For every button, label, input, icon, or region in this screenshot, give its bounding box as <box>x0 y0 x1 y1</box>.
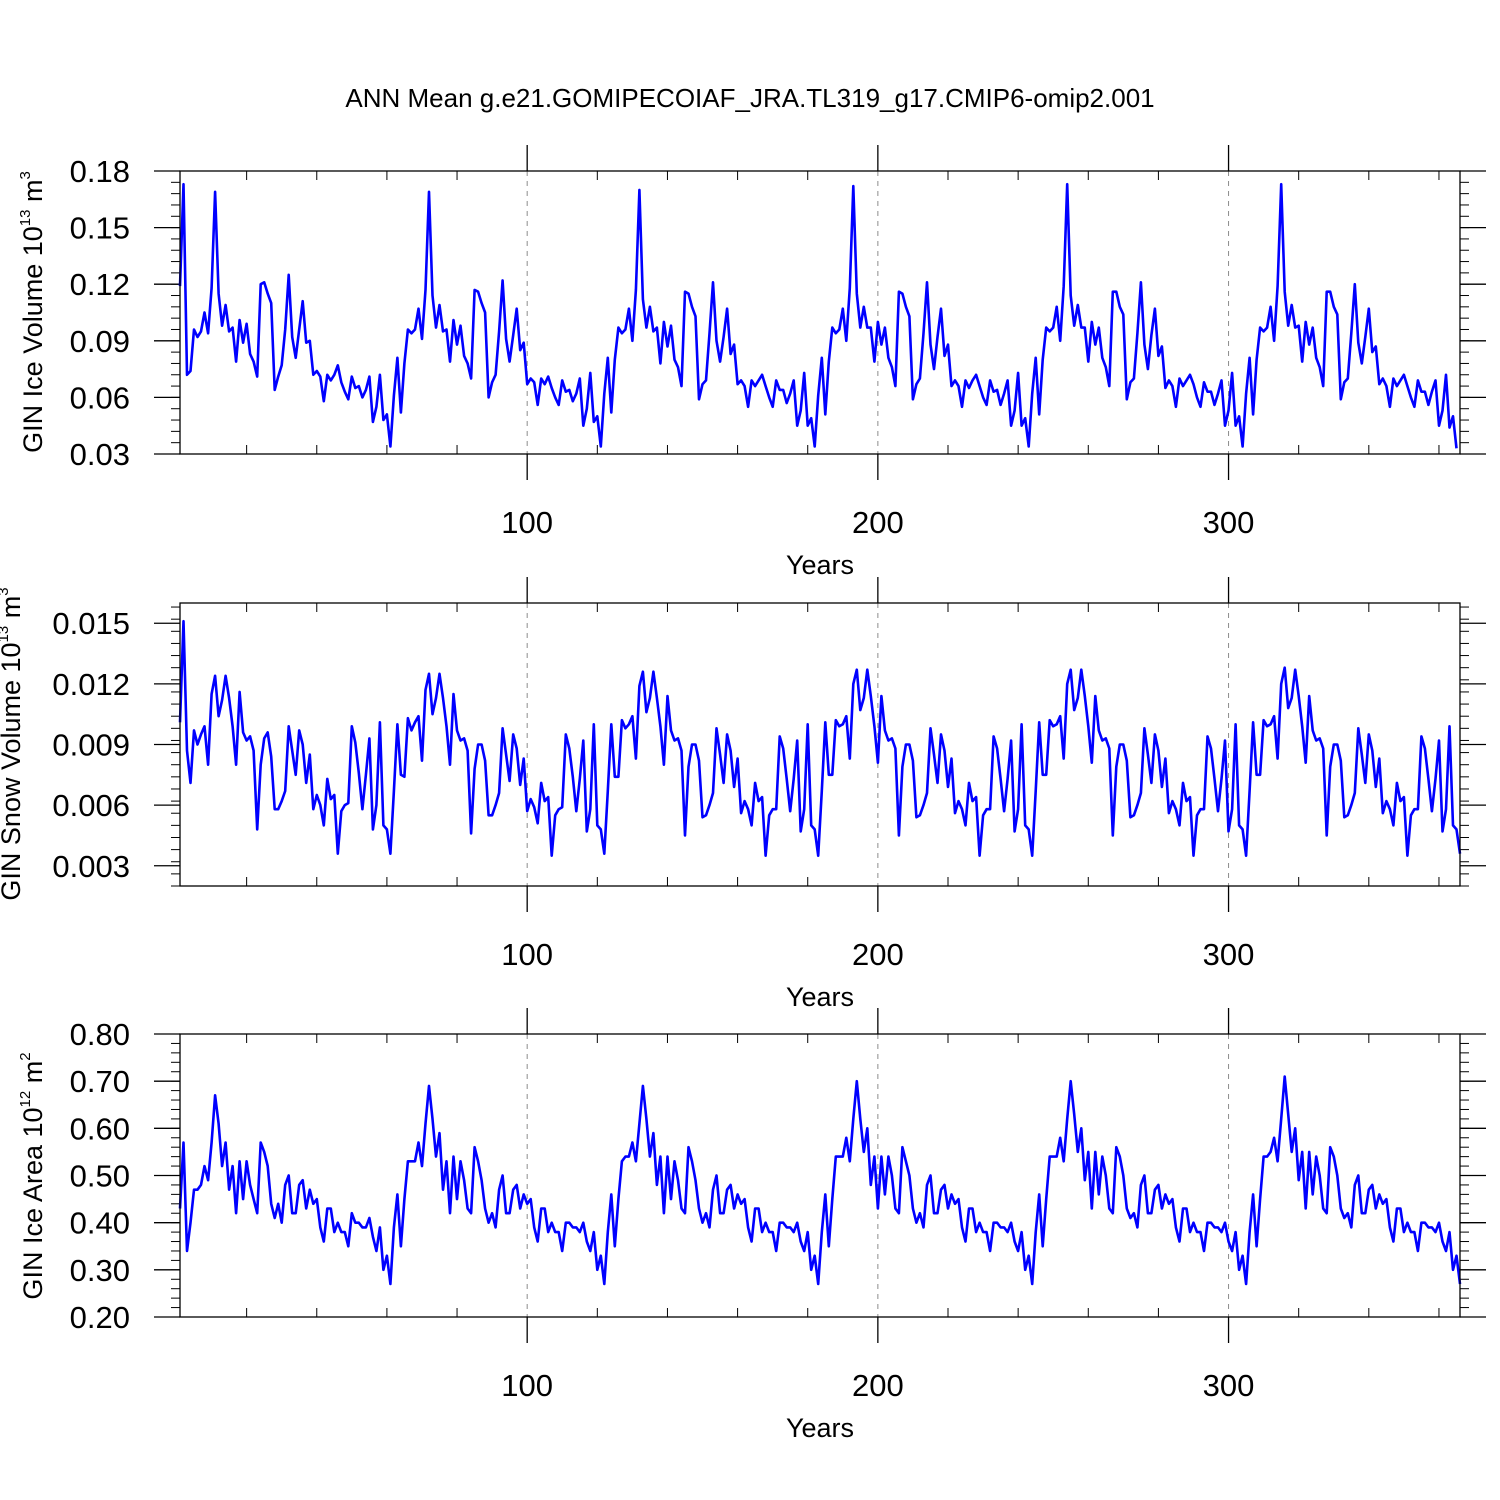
y-axis-label-part: GIN Ice Area 10 <box>18 1107 48 1299</box>
panel-ice-area: 100 200 300 0.20 0.30 0.40 0.50 0.60 0.70 0.80 Yea… <box>17 1008 1486 1443</box>
x-tick-label: 300 <box>1203 937 1255 972</box>
y-axis-label-exponent: 3 <box>0 587 12 595</box>
plot-frame <box>179 170 1461 455</box>
y-tick-label: 0.015 <box>52 606 130 641</box>
y-axis-label-part: GIN Ice Volume 10 <box>18 226 48 453</box>
plot-frame <box>179 602 1461 887</box>
y-tick-label: 0.30 <box>70 1253 130 1288</box>
x-tick-label: 200 <box>852 505 904 540</box>
x-axis-label: Years <box>786 1413 854 1443</box>
y-axis-label: GIN Snow Volume 1013 m3 <box>0 587 26 900</box>
plot-frame <box>179 1033 1461 1318</box>
y-tick-label: 0.009 <box>52 728 130 763</box>
y-tick-label: 0.003 <box>52 849 130 884</box>
y-tick-label: 0.06 <box>70 380 130 415</box>
series-line <box>178 619 1462 858</box>
y-tick-label: 0.18 <box>70 154 130 189</box>
y-tick-label: 0.09 <box>70 324 130 359</box>
y-tick-label: 0.50 <box>70 1159 130 1194</box>
y-tick-label: 0.20 <box>70 1300 130 1335</box>
y-tick-label: 0.60 <box>70 1111 130 1146</box>
panel-snow-volume: 100 200 300 0.003 0.006 0.009 0.012 0.015 Years G… <box>0 577 1486 1012</box>
y-axis-label-part: m <box>18 1061 48 1091</box>
x-tick-label: 300 <box>1203 505 1255 540</box>
y-tick-label: 0.80 <box>70 1017 130 1052</box>
x-tick-label: 300 <box>1203 1368 1255 1403</box>
y-tick-label: 0.15 <box>70 211 130 246</box>
x-tick-label: 200 <box>852 937 904 972</box>
x-tick-label: 100 <box>501 505 553 540</box>
y-axis-label-exponent: 13 <box>0 626 12 643</box>
y-tick-label: 0.70 <box>70 1064 130 1099</box>
y-axis-label-exponent: 13 <box>17 210 34 227</box>
x-axis-label: Years <box>786 982 854 1012</box>
y-tick-label: 0.40 <box>70 1206 130 1241</box>
y-axis-label-exponent: 3 <box>17 171 34 179</box>
figure-title: ANN Mean g.e21.GOMIPECOIAF_JRA.TL319_g17… <box>345 83 1154 113</box>
y-axis-label-exponent: 12 <box>17 1091 34 1108</box>
y-axis-label: GIN Ice Volume 1013 m3 <box>17 171 48 453</box>
y-axis-label-part: m <box>18 180 48 210</box>
y-axis-label: GIN Ice Area 1012 m2 <box>17 1052 48 1299</box>
y-tick-label: 0.03 <box>70 437 130 472</box>
series-line <box>178 182 1458 449</box>
y-axis-label-exponent: 2 <box>17 1052 34 1060</box>
y-tick-label: 0.12 <box>70 267 130 302</box>
y-axis-label-part: GIN Snow Volume 10 <box>0 642 26 900</box>
x-tick-label: 200 <box>852 1368 904 1403</box>
x-tick-label: 100 <box>501 937 553 972</box>
series-line <box>178 1075 1462 1286</box>
x-axis-label: Years <box>786 550 854 580</box>
y-axis-label-part: m <box>0 596 26 626</box>
panel-ice-volume: 100 200 300 0.03 0.06 0.09 0.12 0.15 0.18 Years GI… <box>17 145 1486 580</box>
x-tick-label: 100 <box>501 1368 553 1403</box>
y-tick-label: 0.012 <box>52 667 130 702</box>
y-tick-label: 0.006 <box>52 788 130 823</box>
